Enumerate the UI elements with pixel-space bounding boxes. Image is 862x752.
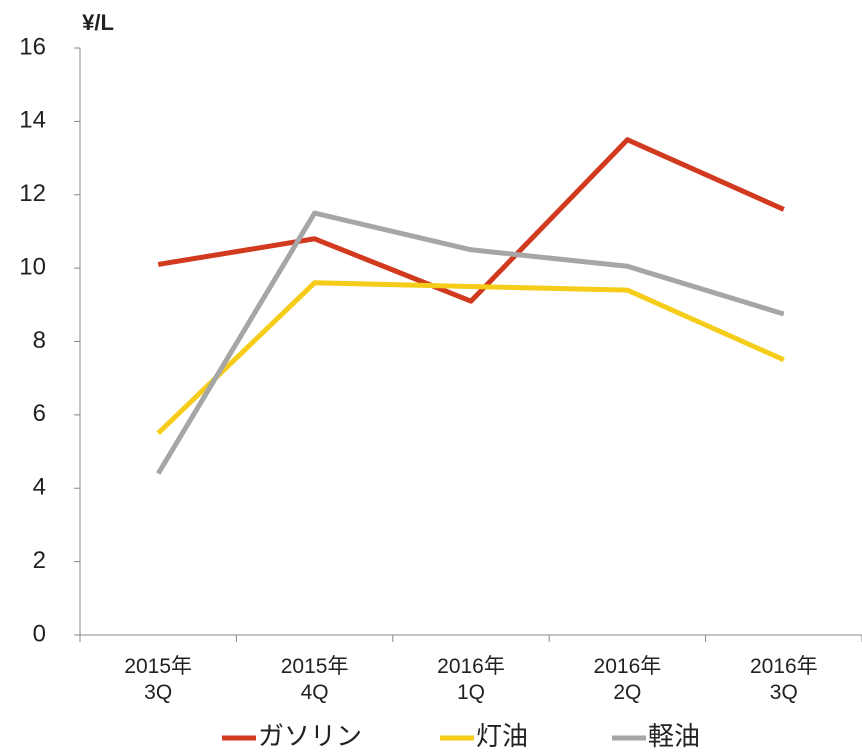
legend-label: 灯油 [476,721,528,751]
x-tick-label: 2016年 1Q [437,655,505,704]
y-tick-label: 14 [19,107,46,134]
y-tick-label: 4 [33,474,46,501]
y-tick-label: 10 [19,253,46,280]
series-line [156,210,785,475]
x-tick-label: 2016年 2Q [593,655,662,704]
y-tick-label: 8 [33,327,46,354]
series-line [157,137,785,304]
legend-label: ガソリン [258,721,362,751]
y-tick-label: 2 [33,547,46,574]
x-tick-label: 2015年 4Q [280,655,349,704]
y-axis-label: ¥/L [82,10,114,35]
legend-label: 軽油 [648,721,700,751]
x-tick-label: 2016年 3Q [749,655,818,704]
y-tick-label: 6 [33,400,46,427]
y-tick-label: 12 [19,180,46,207]
x-tick-label: 2015年 3Q [124,655,193,704]
y-tick-label: 0 [33,620,46,647]
series-line [156,280,785,436]
y-tick-label: 16 [19,33,46,60]
